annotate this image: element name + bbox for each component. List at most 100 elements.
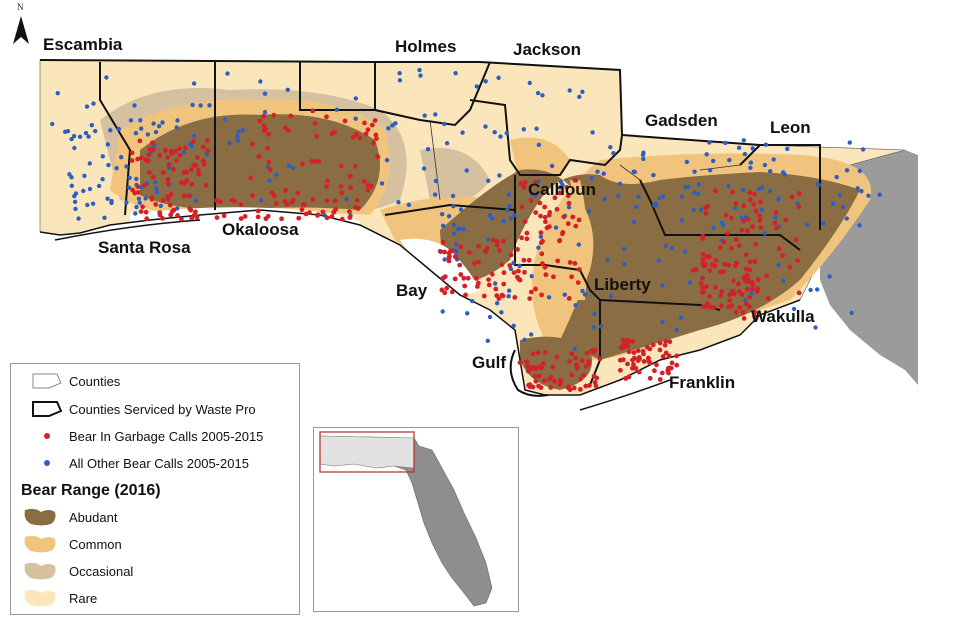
garbage-bear-call-dot xyxy=(558,378,563,383)
garbage-bear-call-dot xyxy=(524,230,530,236)
garbage-bear-call-dot xyxy=(522,219,528,225)
garbage-bear-call-dot xyxy=(440,239,446,245)
other-bear-call-dot xyxy=(840,204,846,210)
other-bear-call-dot xyxy=(453,71,458,76)
other-bear-call-dot xyxy=(609,293,614,299)
other-bear-call-dot xyxy=(493,281,498,286)
other-bear-call-dot xyxy=(651,172,656,178)
other-bear-call-dot xyxy=(748,160,754,165)
garbage-bear-call-dot xyxy=(757,213,762,219)
other-bear-call-dot xyxy=(450,193,456,199)
garbage-bear-call-dot xyxy=(143,209,149,215)
garbage-bear-call-dot xyxy=(579,358,585,363)
other-bear-call-dot xyxy=(504,208,510,213)
garbage-bear-call-dot xyxy=(640,349,646,354)
other-bear-call-dot xyxy=(65,129,71,134)
garbage-bear-call-dot xyxy=(757,217,763,223)
other-bear-call-dot xyxy=(529,274,534,279)
other-bear-call-dot xyxy=(727,157,732,163)
other-bear-call-dot xyxy=(390,123,395,128)
other-bear-call-dot xyxy=(595,169,600,174)
other-bear-call-dot xyxy=(235,134,240,139)
garbage-bear-call-dot xyxy=(747,190,753,196)
other-bear-call-dot xyxy=(353,96,358,101)
garbage-bear-call-dot xyxy=(618,345,624,350)
other-bear-call-dot xyxy=(827,274,832,279)
other-bear-call-dot xyxy=(653,201,658,206)
garbage-bear-call-dot xyxy=(267,167,273,173)
other-bear-call-dot xyxy=(71,133,77,139)
garbage-bear-call-dot xyxy=(557,190,563,196)
other-bear-call-dot xyxy=(82,173,87,178)
garbage-bear-call-dot xyxy=(736,281,741,287)
other-bear-call-dot xyxy=(691,207,696,213)
garbage-bear-call-dot xyxy=(736,243,742,248)
other-bear-call-dot xyxy=(837,193,843,198)
garbage-bear-call-dot xyxy=(707,293,712,299)
garbage-bear-call-dot xyxy=(674,362,680,368)
garbage-bear-call-dot xyxy=(557,238,563,243)
other-bear-call-dot xyxy=(262,91,268,96)
garbage-bear-call-dot xyxy=(203,183,209,188)
garbage-bear-call-dot xyxy=(564,185,570,190)
garbage-bear-call-dot xyxy=(354,197,360,203)
garbage-bear-call-dot xyxy=(365,127,371,133)
other-bear-call-dot xyxy=(134,204,139,210)
other-bear-call-dot xyxy=(696,182,701,187)
garbage-bear-call-dot xyxy=(657,340,663,346)
other-bear-calls-layer xyxy=(50,67,882,352)
other-bear-call-dot xyxy=(749,291,754,296)
other-bear-call-dot xyxy=(813,325,818,330)
abundant-range-area xyxy=(440,169,860,360)
garbage-bear-call-dot xyxy=(721,239,727,245)
garbage-bear-call-dot xyxy=(169,209,175,215)
garbage-bear-call-dot xyxy=(657,347,663,353)
legend-item-counties: Counties xyxy=(11,371,299,391)
garbage-bear-call-dot xyxy=(157,212,163,218)
other-bear-call-dot xyxy=(748,165,753,170)
serviced-county-boundaries xyxy=(39,59,821,386)
garbage-bear-call-dot xyxy=(250,141,255,147)
garbage-bear-call-dot xyxy=(725,230,731,236)
garbage-bear-call-dot xyxy=(752,191,757,197)
garbage-bear-call-dot xyxy=(519,204,525,210)
garbage-bear-call-dot xyxy=(374,136,379,142)
county-boundaries xyxy=(429,119,741,201)
garbage-bear-call-dot xyxy=(731,291,737,297)
garbage-bear-call-dot xyxy=(442,274,448,279)
other-bear-call-dot xyxy=(483,79,488,84)
garbage-bear-call-dot xyxy=(574,362,579,368)
garbage-bear-call-dot xyxy=(193,162,199,168)
garbage-bear-call-dot xyxy=(542,214,548,220)
garbage-bear-call-dot xyxy=(314,133,319,139)
other-bear-call-dot xyxy=(81,188,86,194)
other-bear-call-dot xyxy=(742,151,748,157)
garbage-bear-call-dot xyxy=(348,185,353,191)
garbage-bear-call-dot xyxy=(543,272,549,278)
garbage-bear-call-dot xyxy=(626,349,632,355)
garbage-bear-call-dot xyxy=(700,285,706,291)
other-bear-call-dot xyxy=(756,186,762,192)
other-bear-call-dot xyxy=(182,150,187,155)
garbage-bear-call-dot xyxy=(284,201,290,207)
garbage-bear-call-dot xyxy=(729,215,734,221)
other-bear-call-dot xyxy=(100,177,105,182)
other-bear-call-dot xyxy=(105,142,111,147)
other-bear-call-dot xyxy=(540,93,545,98)
garbage-bear-call-dot xyxy=(186,193,192,199)
other-bear-call-dot xyxy=(188,142,193,147)
other-bear-call-dot xyxy=(760,185,765,190)
other-bear-call-dot xyxy=(763,142,769,147)
garbage-bear-call-dot xyxy=(442,249,447,255)
garbage-bear-call-dot xyxy=(179,216,184,222)
garbage-bear-call-dot xyxy=(221,213,227,219)
label-gadsden: Gadsden xyxy=(645,111,718,130)
garbage-bear-call-dot xyxy=(153,202,159,207)
garbage-bear-call-dot xyxy=(283,125,288,131)
garbage-bear-call-dot xyxy=(729,245,734,251)
garbage-bear-call-dot xyxy=(727,298,733,303)
garbage-bear-call-dot xyxy=(238,202,244,208)
garbage-bear-call-dot xyxy=(486,282,492,288)
garbage-bear-call-dot xyxy=(566,384,572,390)
other-bear-call-dot xyxy=(553,225,559,230)
